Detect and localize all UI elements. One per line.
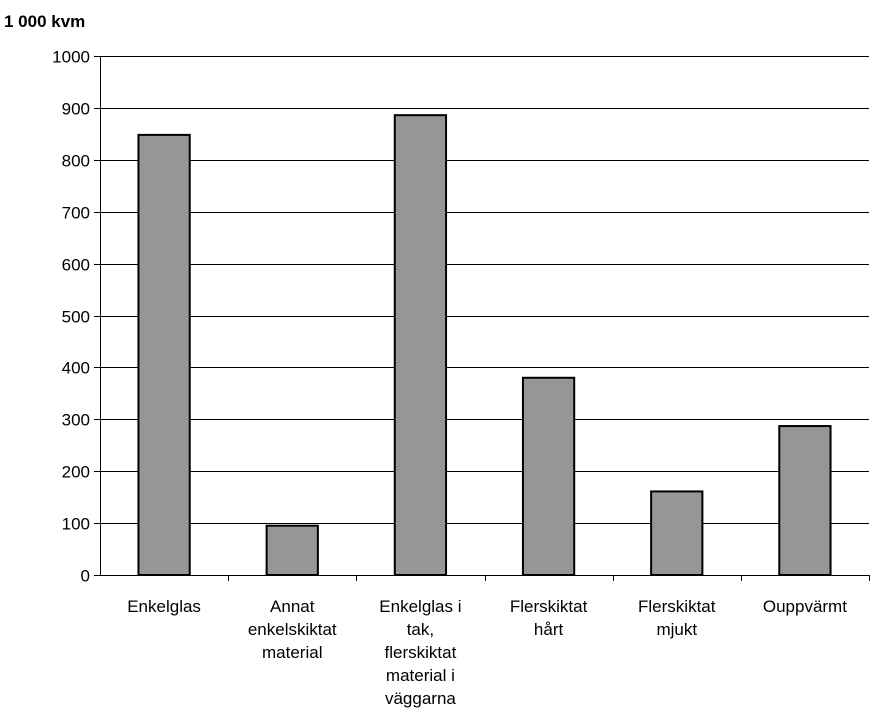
bar <box>521 376 576 576</box>
y-tick-label: 700 <box>62 204 90 223</box>
bar <box>778 425 832 576</box>
x-category-labels: Enkelglas Annat enkelskiktat material Enkelg… <box>127 597 847 708</box>
bar <box>393 114 448 577</box>
x-category-label: Flerskiktat mjukt <box>638 597 716 639</box>
x-category-label: Ouppvärmt <box>763 597 847 616</box>
bar <box>265 524 319 577</box>
y-tick-labels: 0 100 200 300 400 500 600 700 800 900 1000 <box>52 48 90 586</box>
y-tick-label: 1000 <box>52 48 90 67</box>
y-tick-label: 900 <box>62 100 90 119</box>
y-tick-label: 600 <box>62 256 90 275</box>
y-tick-label: 400 <box>62 359 90 378</box>
x-category-label: Enkelglas i tak, flerskiktat material i vägg… <box>379 597 461 708</box>
y-tick-label: 800 <box>62 152 90 171</box>
gridlines <box>100 56 869 524</box>
bars <box>137 114 832 577</box>
y-tick-label: 0 <box>81 567 90 586</box>
x-category-label: Flerskiktat hårt <box>510 597 588 639</box>
y-tick-label: 100 <box>62 515 90 534</box>
bar <box>137 133 191 576</box>
y-axis-unit-label: 1 000 kvm <box>4 12 86 31</box>
y-tick-label: 500 <box>62 308 90 327</box>
y-tick-label: 200 <box>62 463 90 482</box>
bar <box>650 490 704 577</box>
x-category-label: Annat enkelskiktat material <box>248 597 337 662</box>
axes <box>94 56 870 581</box>
y-tick-label: 300 <box>62 411 90 430</box>
x-category-label: Enkelglas <box>127 597 201 616</box>
